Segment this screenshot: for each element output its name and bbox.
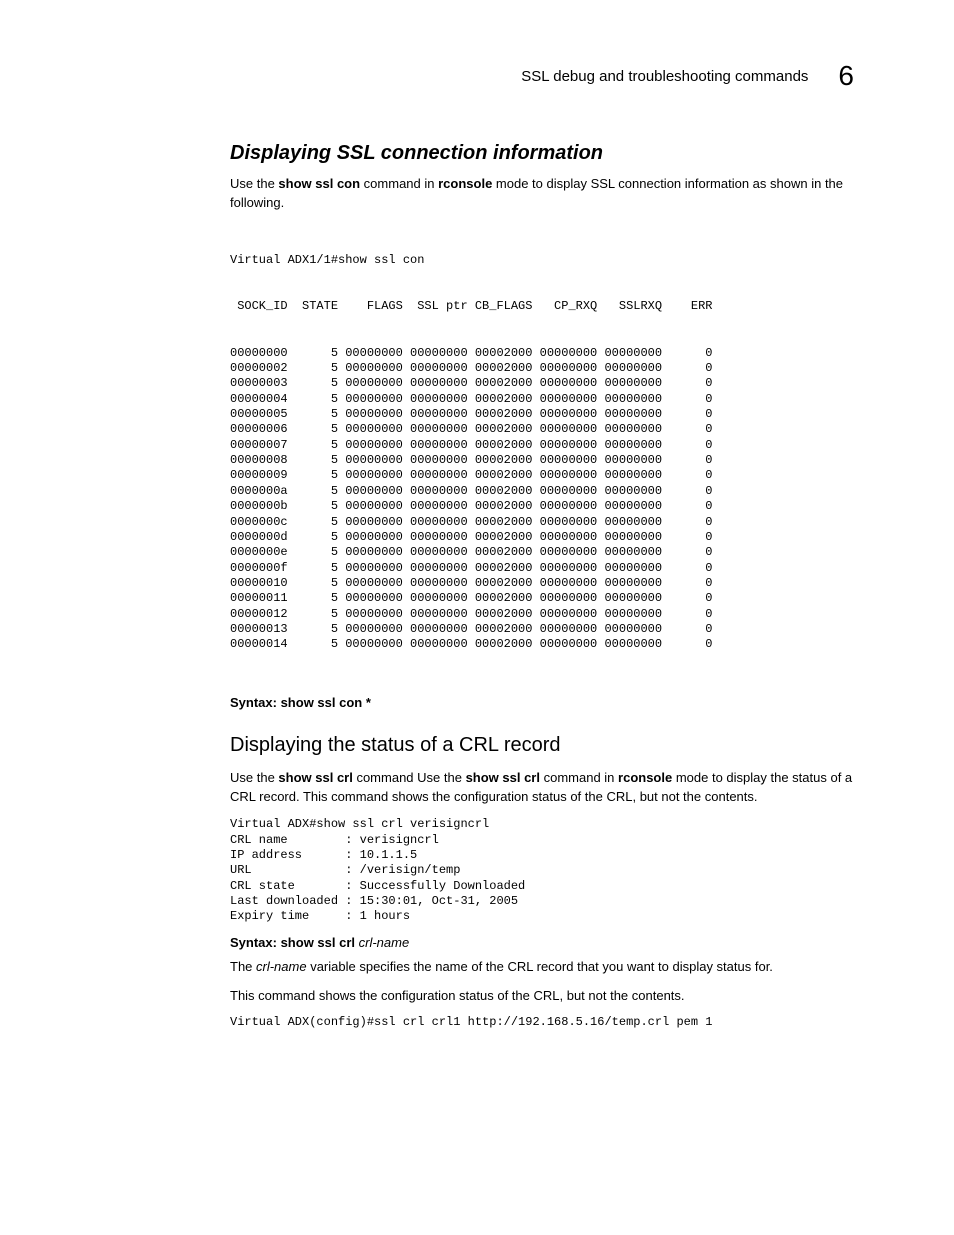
s2-p1-cmd3: rconsole bbox=[618, 770, 672, 785]
s2-p1-cmd2: show ssl crl bbox=[466, 770, 540, 785]
s2-p1-mid1: command Use the bbox=[353, 770, 466, 785]
s2-p2-lead: The bbox=[230, 959, 256, 974]
syntax-arg-2: crl-name bbox=[355, 935, 409, 950]
syntax-cmd-1: show ssl con * bbox=[281, 695, 371, 710]
s2-p2-var: crl-name bbox=[256, 959, 307, 974]
section1-para: Use the show ssl con command in rconsole… bbox=[230, 175, 870, 213]
section1-cmd2: rconsole bbox=[438, 176, 492, 191]
syntax-label-1: Syntax: bbox=[230, 695, 281, 710]
section2-pre3: Virtual ADX(config)#ssl crl crl1 http://… bbox=[230, 1015, 870, 1030]
syntax-label-2: Syntax: bbox=[230, 935, 281, 950]
section1-heading: Displaying SSL connection information bbox=[230, 142, 870, 165]
chapter-number: 6 bbox=[838, 60, 854, 92]
content-column: Displaying SSL connection information Us… bbox=[230, 142, 870, 1031]
ssl-con-rows: 00000000 5 00000000 00000000 00002000 00… bbox=[230, 346, 870, 653]
s2-p1-mid2: command in bbox=[540, 770, 618, 785]
ssl-con-header: SOCK_ID STATE FLAGS SSL ptr CB_FLAGS CP_… bbox=[230, 299, 870, 314]
section2-para2: The crl-name variable specifies the name… bbox=[230, 958, 870, 977]
section1-cmd1: show ssl con bbox=[278, 176, 360, 191]
section2-heading: Displaying the status of a CRL record bbox=[230, 734, 870, 757]
section2-para3: This command shows the configuration sta… bbox=[230, 987, 870, 1006]
ssl-con-table: Virtual ADX1/1#show ssl con SOCK_ID STAT… bbox=[230, 223, 870, 684]
s2-p1-lead: Use the bbox=[230, 770, 278, 785]
section2-syntax: Syntax: show ssl crl crl-name bbox=[230, 935, 870, 950]
header-title: SSL debug and troubleshooting commands bbox=[521, 68, 808, 85]
page-header: SSL debug and troubleshooting commands 6 bbox=[100, 60, 864, 92]
section2-para1: Use the show ssl crl command Use the sho… bbox=[230, 769, 870, 807]
ssl-con-prompt: Virtual ADX1/1#show ssl con bbox=[230, 253, 870, 268]
s2-p2-tail: variable specifies the name of the CRL r… bbox=[307, 959, 773, 974]
section1-para-lead: Use the bbox=[230, 176, 278, 191]
section1-syntax: Syntax: show ssl con * bbox=[230, 695, 870, 710]
section1-para-mid1: command in bbox=[360, 176, 438, 191]
page: SSL debug and troubleshooting commands 6… bbox=[0, 0, 954, 1235]
syntax-cmd-2: show ssl crl bbox=[281, 935, 355, 950]
section2-pre2: Virtual ADX#show ssl crl verisigncrl CRL… bbox=[230, 817, 870, 925]
s2-p1-cmd1: show ssl crl bbox=[278, 770, 352, 785]
